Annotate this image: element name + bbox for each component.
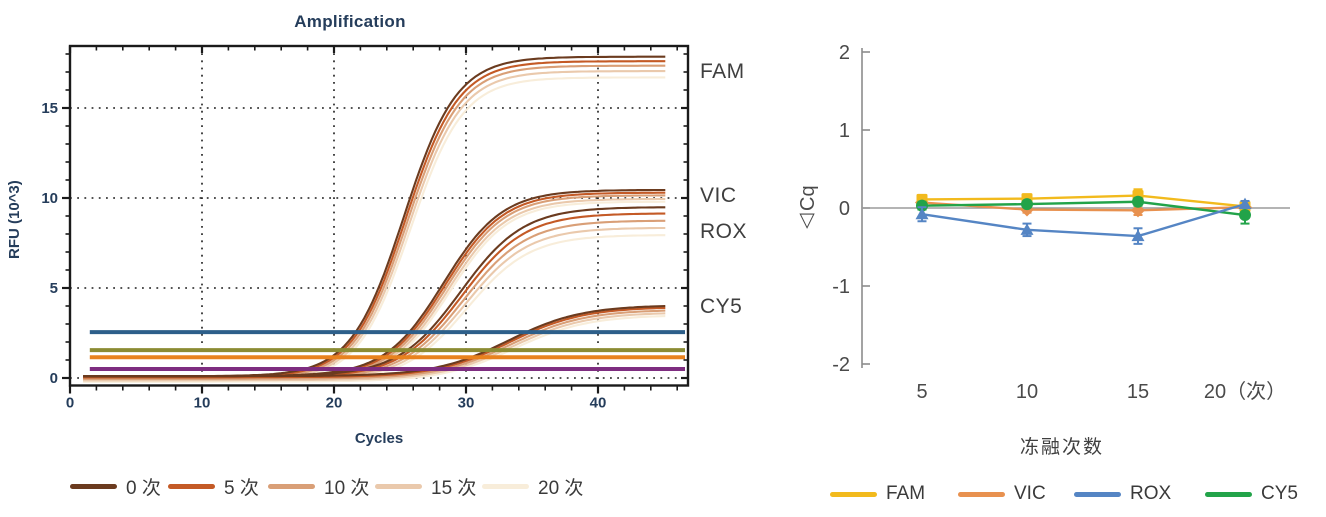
curve-cy5 bbox=[83, 315, 666, 383]
delta-cq-y-axis-label: △Cq bbox=[797, 185, 819, 235]
legend-item: ROX bbox=[1074, 482, 1171, 506]
dye-label-fam: FAM bbox=[700, 60, 745, 83]
series-line-fam bbox=[920, 194, 1247, 208]
x-tick-label: 15 bbox=[1127, 381, 1149, 403]
curve-cy5 bbox=[83, 309, 666, 380]
legend-swatch bbox=[482, 483, 529, 489]
marker-cy5 bbox=[1239, 209, 1251, 222]
y-tick-label: 0 bbox=[839, 198, 850, 220]
x-tick-label: 30 bbox=[458, 395, 475, 412]
legend-item: 10 次 bbox=[268, 474, 370, 499]
chart-title: Amplification bbox=[294, 12, 406, 31]
x-axis-label: Cycles bbox=[354, 430, 404, 447]
legend-item: VIC bbox=[958, 482, 1046, 506]
x-tick-label: 5 bbox=[916, 381, 927, 403]
series-line-cy5 bbox=[920, 200, 1247, 217]
amplification-plot-area: 0 10 20 30 40 0 5 10 15 bbox=[41, 44, 690, 412]
y-tick-label: -2 bbox=[832, 354, 850, 376]
curve-fam bbox=[83, 60, 666, 379]
legend-swatch bbox=[70, 483, 117, 489]
y-tick-label: 2 bbox=[839, 42, 850, 64]
legend-label: 20 次 bbox=[538, 477, 584, 499]
curve-cy5 bbox=[83, 305, 666, 378]
legend-swatch bbox=[375, 483, 422, 489]
legend-item: 5 次 bbox=[168, 474, 259, 499]
dye-label-rox: ROX bbox=[700, 220, 748, 244]
y-tick-label: 10 bbox=[41, 190, 58, 207]
dye-label-vic: VIC bbox=[700, 184, 737, 208]
legend-label: CY5 bbox=[1261, 483, 1298, 504]
y-tick-label: 15 bbox=[41, 100, 58, 117]
y-tick-label: -1 bbox=[832, 276, 850, 298]
amplification-chart: Amplification RFU (10^3) Cycles 0 10 20 30 4… bbox=[6, 12, 748, 499]
legend-swatch bbox=[958, 491, 1005, 497]
marker-cy5 bbox=[1021, 198, 1033, 211]
x-tick-label: 10 bbox=[1016, 381, 1038, 403]
legend-item: FAM bbox=[830, 482, 925, 506]
curve-fam bbox=[83, 76, 666, 383]
delta-cq-plot-area: 210-1-25 10 15 20（次） bbox=[832, 42, 1290, 403]
marker-rox bbox=[1131, 229, 1145, 242]
delta-cq-x-axis-label: 冻融次数 bbox=[1019, 437, 1104, 458]
legend-item: CY5 bbox=[1205, 482, 1298, 506]
legend-item: 0 次 bbox=[70, 474, 161, 499]
legend-swatch bbox=[830, 491, 877, 497]
x-tick-label: 20（次） bbox=[1204, 380, 1286, 403]
legend-item: 20 次 bbox=[482, 474, 584, 499]
legend-swatch bbox=[168, 483, 215, 489]
x-tick-label: 40 bbox=[590, 395, 607, 412]
legend-swatch bbox=[1205, 491, 1252, 497]
legend-swatch bbox=[268, 483, 315, 489]
marker-rox bbox=[1238, 197, 1252, 210]
legend-label: VIC bbox=[1014, 483, 1046, 504]
marker-vic bbox=[1131, 203, 1145, 218]
dye-label-cy5: CY5 bbox=[700, 294, 743, 318]
legend-label: ROX bbox=[1130, 483, 1172, 504]
legend-swatch bbox=[1074, 491, 1121, 497]
x-tick-label: 20 bbox=[326, 395, 343, 412]
marker-rox bbox=[915, 207, 929, 220]
legend-item: 15 次 bbox=[375, 474, 477, 499]
legend-label: FAM bbox=[886, 483, 926, 504]
y-tick-label: 1 bbox=[839, 120, 850, 142]
x-tick-label: 0 bbox=[66, 395, 74, 412]
curve-cy5 bbox=[83, 306, 666, 379]
marker-cy5 bbox=[1132, 195, 1144, 208]
y-tick-label: 0 bbox=[50, 370, 58, 387]
y-tick-label: 5 bbox=[50, 280, 58, 297]
legend-label: 10 次 bbox=[324, 477, 370, 499]
series-line-rox bbox=[920, 202, 1247, 238]
x-tick-label: 10 bbox=[194, 395, 211, 412]
legend-label: 15 次 bbox=[431, 477, 477, 499]
curve-vic bbox=[83, 200, 666, 383]
marker-rox bbox=[1020, 223, 1034, 235]
legend-label: 5 次 bbox=[224, 477, 259, 499]
marker-cy5 bbox=[916, 199, 928, 212]
legend-label: 0 次 bbox=[126, 477, 161, 499]
delta-cq-chart: 2 1 0 -1 -2 5 10 15 20（次） bbox=[790, 0, 1326, 517]
curve-vic bbox=[83, 197, 666, 382]
curve-cy5 bbox=[83, 312, 666, 382]
